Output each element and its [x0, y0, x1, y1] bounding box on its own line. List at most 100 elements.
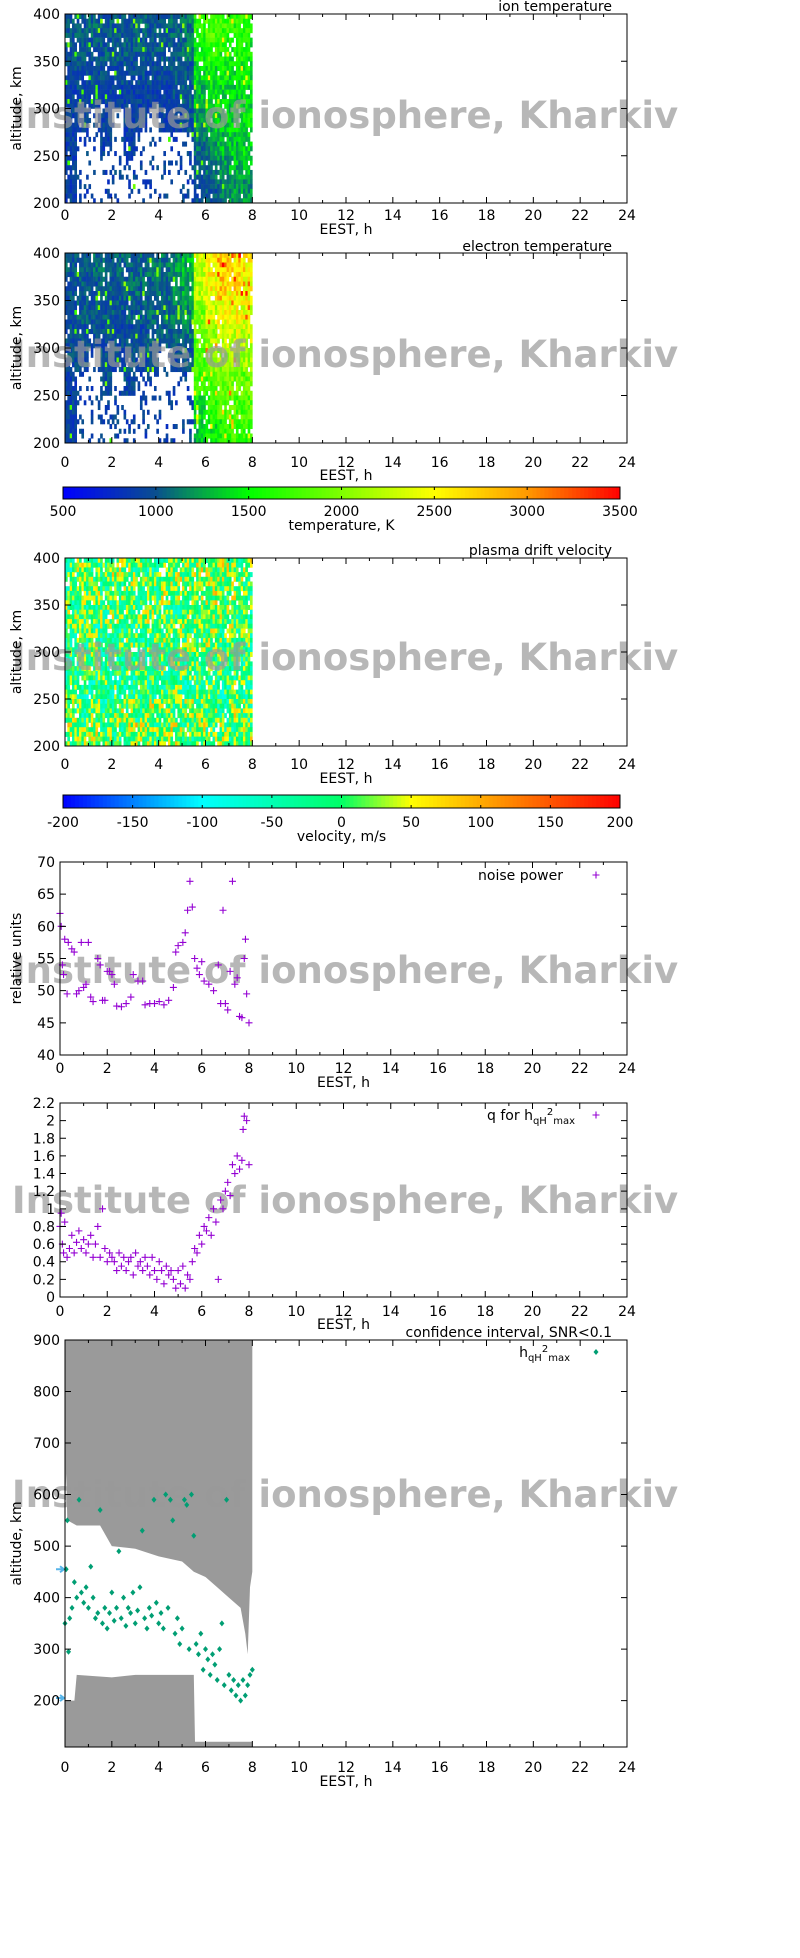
- heatmap-cell: [226, 14, 230, 20]
- heatmap-cell: [74, 122, 78, 128]
- heatmap-cell: [221, 23, 225, 29]
- heatmap-cell: [74, 23, 78, 29]
- heatmap-cell: [170, 37, 174, 43]
- heatmap-cell: [74, 409, 78, 415]
- heatmap-cell: [172, 28, 176, 34]
- heatmap-cell: [81, 314, 85, 320]
- heatmap-cell: [189, 286, 192, 292]
- heatmap-cell: [207, 188, 211, 194]
- heatmap-cell: [95, 276, 99, 282]
- heatmap-cell: [151, 300, 155, 306]
- heatmap-cell: [231, 438, 234, 444]
- heatmap-cell: [224, 319, 227, 325]
- heatmap-cell: [177, 343, 181, 349]
- heatmap-cell: [139, 37, 143, 43]
- heatmap-cell: [193, 146, 197, 152]
- heatmap-cell: [175, 127, 178, 133]
- heatmap-cell: [88, 558, 92, 563]
- heatmap-cell: [249, 352, 253, 358]
- heatmap-cell: [69, 424, 73, 430]
- heatmap-cell: [179, 286, 183, 292]
- heatmap-cell: [231, 141, 234, 147]
- heatmap-cell: [249, 80, 253, 86]
- heatmap-cell: [235, 281, 239, 287]
- heatmap-cell: [207, 151, 211, 157]
- heatmap-cell: [81, 70, 85, 76]
- heatmap-cell: [81, 352, 85, 358]
- heatmap-cell: [203, 56, 206, 62]
- heatmap-cell: [65, 329, 68, 335]
- heatmap-cell: [221, 184, 225, 190]
- heatmap-cell: [163, 89, 166, 95]
- heatmap-cell: [168, 47, 171, 53]
- heatmap-cell: [245, 174, 248, 180]
- heatmap-cell: [139, 357, 143, 363]
- heatmap-cell: [146, 314, 150, 320]
- heatmap-cell: [137, 117, 141, 123]
- heatmap-cell: [130, 132, 134, 138]
- heatmap-cell: [132, 42, 136, 48]
- heatmap-cell: [203, 184, 206, 190]
- heatmap-cell: [128, 352, 131, 358]
- heatmap-cell: [189, 103, 192, 109]
- heatmap-cell: [242, 94, 246, 100]
- heatmap-cell: [240, 151, 244, 157]
- heatmap-cell: [207, 32, 211, 38]
- heatmap-cell: [132, 338, 136, 344]
- heatmap-cell: [212, 362, 216, 368]
- heatmap-cell: [238, 405, 241, 411]
- heatmap-cell: [191, 47, 195, 53]
- heatmap-cell: [247, 18, 251, 24]
- heatmap-cell: [69, 400, 73, 406]
- heatmap-cell: [69, 113, 73, 119]
- heatmap-cell: [97, 56, 101, 62]
- heatmap-cell: [228, 146, 232, 152]
- heatmap-cell: [130, 348, 134, 354]
- heatmap-cell: [142, 94, 145, 100]
- heatmap-cell: [238, 419, 241, 425]
- heatmap-cell: [221, 409, 225, 415]
- heatmap-cell: [142, 357, 145, 363]
- heatmap-cell: [86, 338, 89, 344]
- heatmap-cell: [224, 184, 227, 190]
- heatmap-cell: [182, 343, 185, 349]
- heatmap-cell: [175, 257, 178, 263]
- heatmap-cell: [130, 257, 134, 263]
- heatmap-cell: [156, 18, 159, 24]
- heatmap-cell: [212, 127, 216, 133]
- heatmap-cell: [210, 51, 213, 57]
- heatmap-cell: [88, 305, 92, 311]
- heatmap-cell: [219, 108, 223, 114]
- heatmap-cell: [212, 174, 216, 180]
- heatmap-cell: [149, 357, 152, 363]
- heatmap-cell: [179, 18, 183, 24]
- heatmap-cell: [203, 343, 206, 349]
- heatmap-cell: [88, 37, 92, 43]
- heatmap-cell: [217, 381, 220, 387]
- heatmap-cell: [67, 381, 70, 387]
- heatmap-cell: [97, 113, 101, 119]
- heatmap-cell: [193, 386, 197, 392]
- heatmap-cell: [128, 18, 131, 24]
- heatmap-cell: [116, 28, 120, 34]
- heatmap-cell: [189, 253, 192, 259]
- heatmap-cell: [175, 286, 178, 292]
- heatmap-cell: [196, 281, 199, 287]
- heatmap-cell: [72, 75, 75, 81]
- heatmap-cell: [210, 84, 213, 90]
- heatmap-cell: [142, 37, 145, 43]
- heatmap-cell: [97, 267, 101, 273]
- heatmap-cell: [102, 146, 106, 152]
- heatmap-cell: [203, 28, 206, 34]
- heatmap-cell: [123, 262, 127, 268]
- heatmap-cell: [214, 18, 218, 24]
- heatmap-cell: [79, 136, 82, 142]
- heatmap-cell: [184, 286, 188, 292]
- heatmap-cell: [228, 160, 232, 166]
- heatmap-cell: [226, 381, 230, 387]
- heatmap-cell: [214, 160, 218, 166]
- heatmap-cell: [210, 89, 213, 95]
- heatmap-cell: [249, 390, 253, 396]
- heatmap-cell: [219, 267, 223, 273]
- x-tick-label: 10: [290, 455, 308, 471]
